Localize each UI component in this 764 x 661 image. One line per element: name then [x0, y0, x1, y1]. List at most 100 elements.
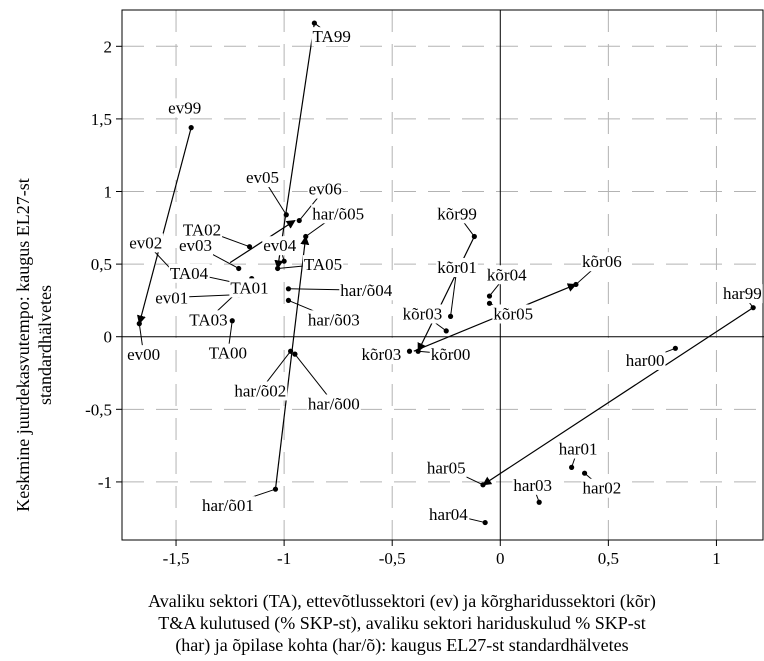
trend-arrow	[274, 235, 310, 490]
data-point	[573, 281, 579, 288]
point-label-background	[167, 98, 203, 118]
x-tick-label: 1	[712, 549, 721, 568]
point-label: kõr04	[487, 265, 527, 284]
point-label-background	[436, 258, 478, 278]
data-point	[486, 293, 493, 299]
data-point	[471, 233, 477, 240]
point-label-background	[436, 204, 478, 224]
data-point	[283, 212, 289, 218]
point-label-background	[200, 496, 255, 516]
x-axis-title: Avaliku sektori (TA), ettevõtlussektori …	[40, 590, 764, 656]
point-label: har05	[427, 458, 466, 477]
point-label: har01	[559, 440, 598, 459]
point-label-background	[512, 475, 554, 495]
point-label-background	[181, 220, 223, 240]
point-label: kõr01	[437, 258, 477, 277]
data-point	[285, 286, 292, 292]
point-label: ev00	[127, 345, 160, 364]
point-label-background	[425, 458, 467, 478]
point-label-background	[311, 204, 366, 224]
data-point	[275, 265, 281, 272]
point-label-background	[581, 478, 623, 498]
point-label-background	[306, 310, 361, 330]
point-label-background	[177, 236, 214, 256]
data-point	[581, 470, 588, 476]
y-tick-label: 2	[104, 37, 113, 56]
trend-arrow	[137, 127, 192, 325]
point-label: har/õ05	[312, 204, 364, 223]
data-point	[272, 486, 279, 492]
x-axis-ticks: -1,5 -1 -0,5 0 0,5 1	[163, 540, 721, 568]
trend-arrow	[274, 22, 315, 270]
y-tick-label: 0	[104, 328, 113, 347]
data-point	[443, 328, 449, 334]
x-tick-label: -1	[277, 549, 291, 568]
point-label-background	[207, 343, 249, 363]
point-label: har02	[583, 479, 622, 498]
point-label-background	[302, 255, 344, 275]
point-label-background	[311, 27, 352, 47]
y-tick-label: 0,5	[91, 255, 112, 274]
point-label-background	[581, 252, 623, 272]
point-label-background	[557, 439, 599, 459]
point-label: har04	[429, 505, 468, 524]
point-label: kõr05	[493, 304, 533, 323]
point-label: ev05	[246, 168, 279, 187]
point-label-background	[307, 179, 343, 199]
point-label: TA05	[304, 255, 342, 274]
y-axis-ticks: -1 -0,5 0 0,5 1 1,5 2	[85, 37, 122, 492]
point-label-background	[624, 350, 666, 370]
data-point	[303, 233, 309, 240]
y-tick-label: 1	[104, 183, 113, 202]
point-label: kõr00	[431, 345, 471, 364]
data-point	[236, 265, 242, 272]
data-point	[296, 217, 302, 224]
data-point	[486, 300, 493, 306]
data-point	[415, 348, 421, 354]
point-label: TA02	[183, 220, 221, 239]
point-label: kõr06	[582, 252, 622, 271]
point-label-background	[339, 281, 394, 301]
data-point	[480, 482, 486, 488]
data-point	[285, 297, 292, 304]
trend-arrow	[482, 307, 754, 486]
data-point	[672, 345, 678, 351]
point-label: ev02	[129, 233, 162, 252]
point-label-background	[128, 233, 164, 253]
scatter-chart: -1,5 -1 -0,5 0 0,5 1 -1 -0,5 0 0,5 1 1,5 2 TA99 TA00…	[85, 9, 764, 568]
grid-lines	[122, 10, 764, 540]
data-points	[136, 20, 756, 526]
x-tick-label: -1,5	[163, 549, 190, 568]
point-label: har/õ00	[308, 395, 360, 414]
x-tick-label: -0,5	[379, 549, 406, 568]
point-label-background	[168, 263, 210, 283]
trend-arrows	[137, 22, 754, 490]
data-point	[569, 464, 575, 470]
x-tick-label: 0	[496, 549, 505, 568]
y-axis-title: Keskmine juurdekasvutempo: kaugus EL27-s…	[12, 165, 62, 525]
data-point	[136, 321, 142, 327]
point-label: har/õ02	[234, 381, 286, 400]
point-label: ev99	[168, 98, 201, 117]
point-label: har99	[723, 284, 762, 303]
data-point	[482, 519, 488, 526]
x-axis-title-line-3: (har) ja õpilase kohta (har/õ): kaugus E…	[175, 635, 629, 655]
point-label: har/õ04	[340, 281, 392, 300]
point-label: TA04	[170, 264, 209, 283]
plot-frame	[121, 9, 764, 541]
data-point	[311, 20, 317, 26]
point-label: kõr99	[437, 204, 477, 223]
data-point	[229, 318, 235, 324]
point-labels: TA99 TA00 TA01 TA02 TA03 TA04 TA05 ev99 ev00 ev01…	[126, 27, 763, 524]
point-label-background	[401, 304, 444, 324]
point-label: har00	[626, 351, 665, 370]
point-label-background	[428, 504, 470, 524]
point-label: ev03	[179, 236, 212, 255]
point-label-background	[229, 278, 270, 298]
data-point	[188, 125, 194, 131]
point-label-background	[429, 345, 472, 365]
y-tick-label: -0,5	[85, 400, 112, 419]
point-label: ev06	[309, 180, 342, 199]
point-label: ev01	[155, 289, 188, 308]
point-label-background	[154, 288, 190, 308]
